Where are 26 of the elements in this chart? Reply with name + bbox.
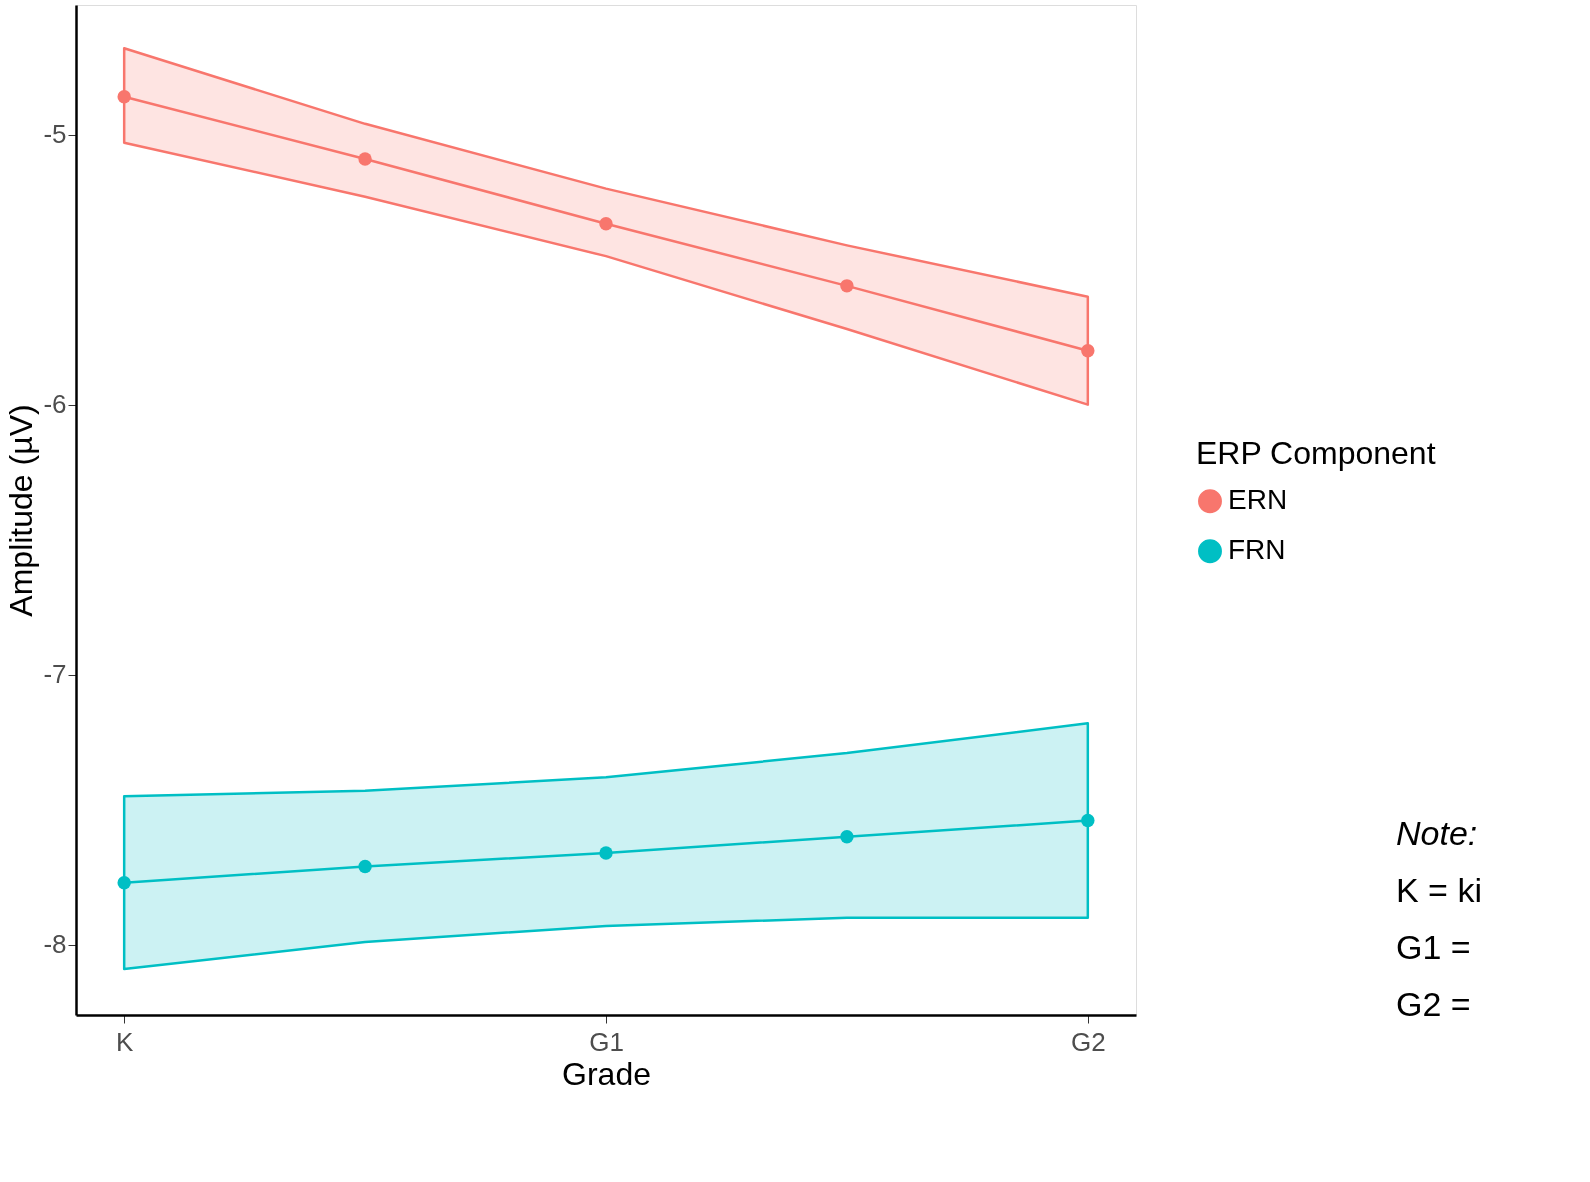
point	[599, 846, 613, 860]
point	[1081, 813, 1095, 828]
point	[840, 830, 854, 844]
legend-label: ERN	[1228, 484, 1288, 516]
text: K = ki	[1396, 871, 1482, 909]
y-tick-label: -5	[43, 119, 67, 150]
point	[117, 90, 131, 104]
x-tick-label: G1	[589, 1026, 624, 1057]
y-tick-label: -6	[43, 389, 67, 420]
x-axis-title: Grade	[562, 1055, 651, 1092]
y-tick-label: -8	[43, 929, 67, 960]
point	[358, 152, 372, 166]
text: Note:	[1396, 814, 1478, 852]
legend-title: ERP Component	[1196, 435, 1436, 472]
text: G1 =	[1396, 928, 1471, 966]
point	[840, 279, 854, 293]
y-tick-label: -7	[43, 659, 67, 690]
text: G2 =	[1396, 985, 1471, 1023]
y-axis-title: Amplitude (µV)	[3, 404, 40, 617]
point	[117, 875, 131, 890]
point	[1081, 343, 1095, 358]
legend-label: FRN	[1228, 534, 1286, 566]
x-tick-label: G2	[1070, 1026, 1106, 1057]
x-tick-label: K	[116, 1026, 135, 1057]
point	[358, 859, 372, 874]
point	[599, 217, 613, 231]
